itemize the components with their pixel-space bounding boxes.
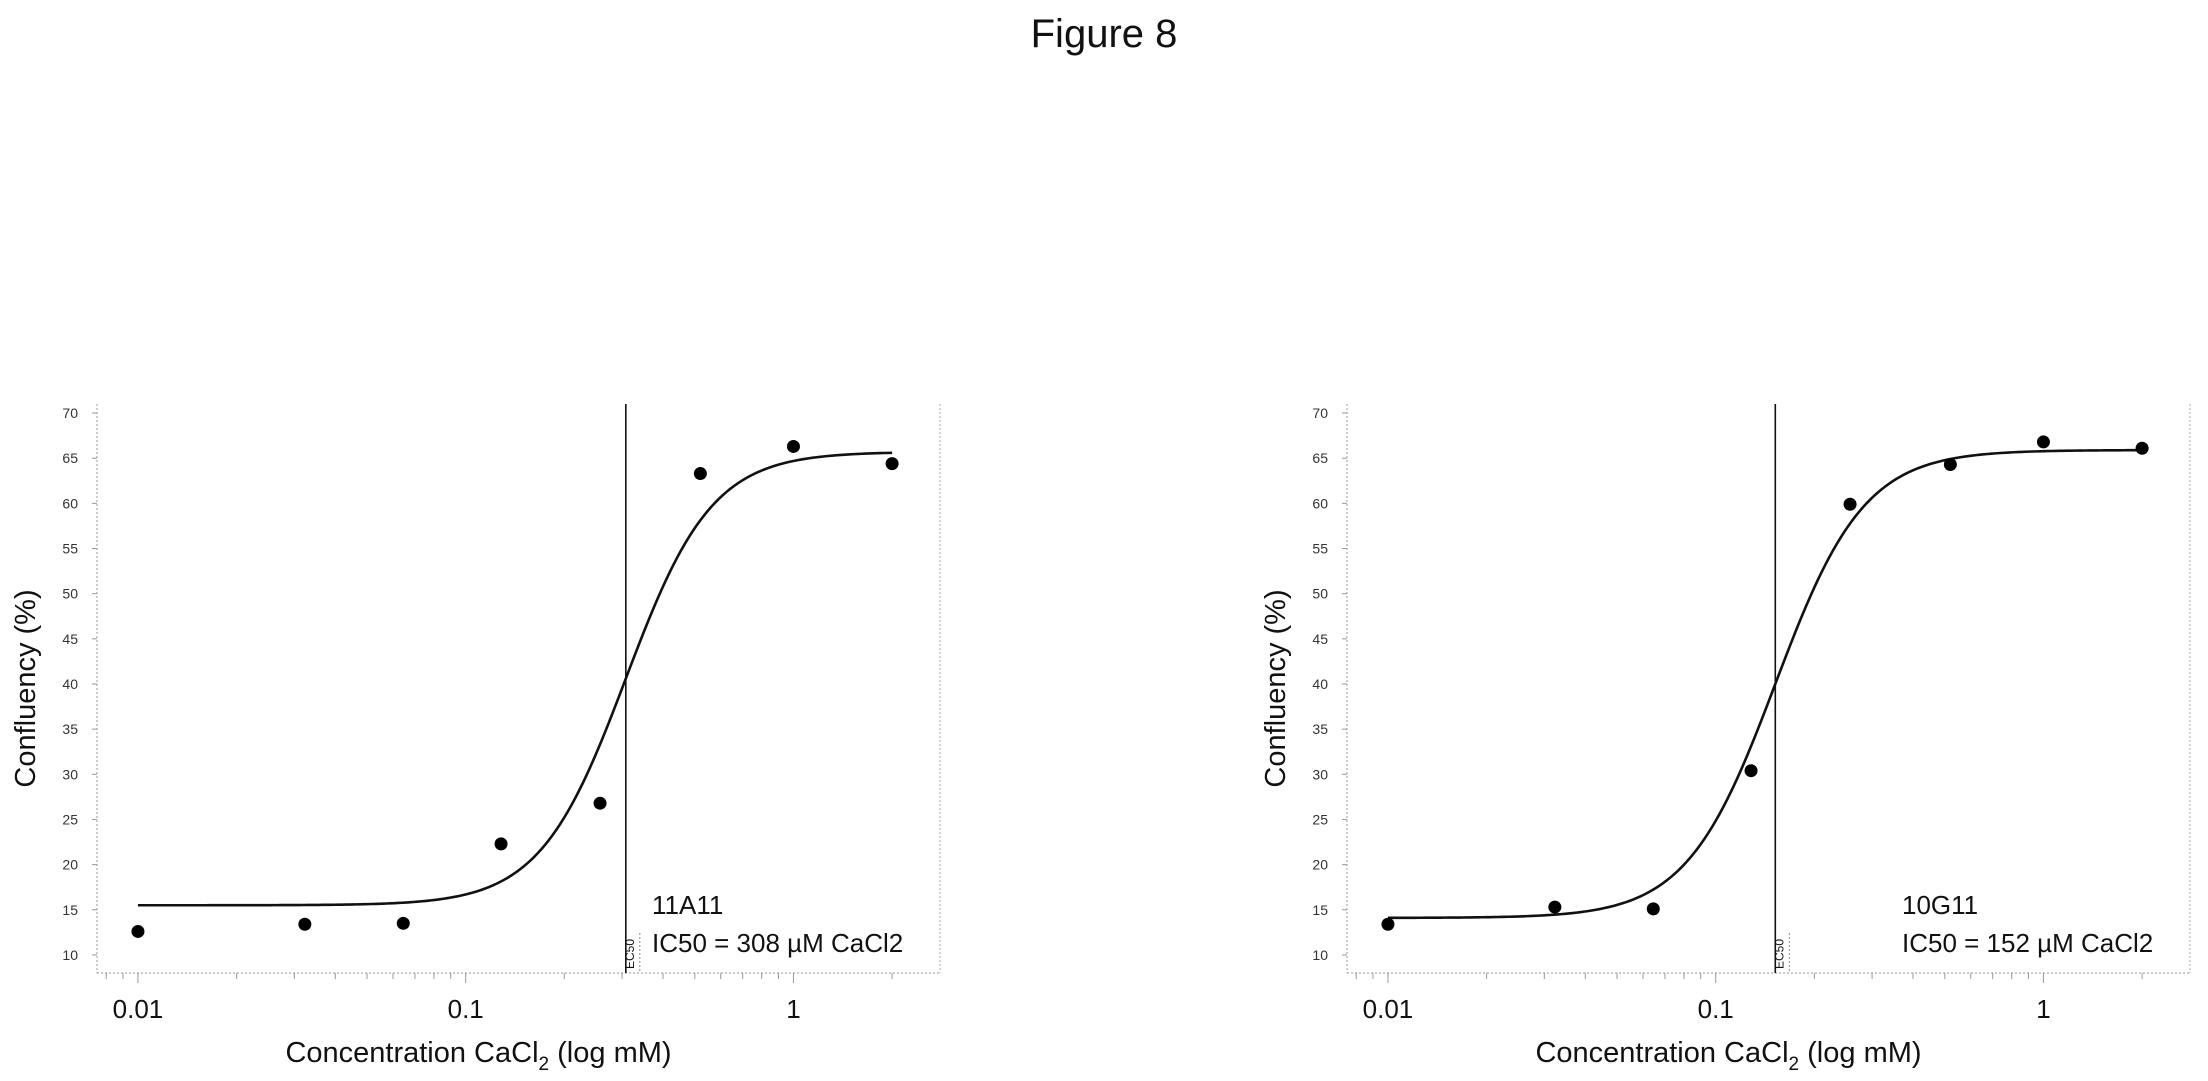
y-tick-label: 65 [1312, 450, 1328, 466]
y-tick-label: 65 [62, 450, 78, 466]
data-point [1548, 900, 1562, 914]
y-tick-label: 35 [1312, 721, 1328, 737]
data-point [2036, 435, 2050, 449]
y-tick-label: 55 [1312, 541, 1328, 557]
data-point [1646, 902, 1660, 916]
y-tick-label: 60 [1312, 495, 1328, 511]
y-tick-label: 30 [1312, 766, 1328, 782]
y-tick-label: 30 [62, 766, 78, 782]
x-tick-label: 0.1 [448, 994, 484, 1024]
data-point [1744, 764, 1758, 778]
y-tick-label: 25 [1312, 811, 1328, 827]
data-point [1843, 497, 1857, 511]
y-tick-label: 55 [62, 541, 78, 557]
annotation-sample-id: 11A11 [652, 890, 723, 920]
annotation-sample-id: 10G11 [1902, 890, 1978, 920]
y-tick-label: 50 [1312, 586, 1328, 602]
y-tick-label: 15 [1312, 902, 1328, 918]
data-point [494, 837, 508, 851]
fit-curve [1387, 448, 2143, 920]
data-point [2135, 441, 2149, 455]
y-tick-label: 40 [62, 676, 78, 692]
data-point [786, 439, 800, 453]
data-point [1381, 917, 1395, 931]
data-point [131, 924, 145, 938]
chart-11a11: 10 15 20 25 30 35 40 45 50 55 60 65 70 0.01 0.1 1 Concen… [10, 404, 941, 1075]
chart-10g11: 10 15 20 25 30 35 40 45 50 55 60 65 70 0.01 0.1 1 Concen… [1260, 404, 2191, 1075]
y-tick-label: 60 [62, 495, 78, 511]
x-tick-label: 0.01 [1363, 994, 1414, 1024]
data-point [593, 796, 607, 810]
y-tick-label: 20 [62, 857, 78, 873]
y-tick-label: 40 [1312, 676, 1328, 692]
y-tick-label: 20 [1312, 857, 1328, 873]
y-tick-label: 70 [62, 405, 78, 421]
y-tick-label: 10 [1312, 947, 1328, 963]
figure-title: Figure 8 [1030, 12, 1178, 56]
x-tick-label: 1 [786, 994, 800, 1024]
y-axis-label: Confluency (%) [1260, 589, 1292, 787]
data-point [1943, 458, 1957, 472]
y-tick-label: 25 [62, 811, 78, 827]
annotation-ic50: IC50 = 152 µM CaCl2 [1902, 928, 2153, 958]
ec50-label: EC50 [1772, 939, 1786, 969]
y-tick-label: 70 [1312, 405, 1328, 421]
y-tick-label: 45 [62, 631, 78, 647]
data-point [693, 467, 707, 481]
ec50-label: EC50 [623, 939, 637, 969]
y-axis-label: Confluency (%) [10, 589, 42, 787]
data-point [885, 457, 899, 471]
y-tick-label: 10 [62, 947, 78, 963]
y-tick-label: 15 [62, 902, 78, 918]
x-tick-label: 0.01 [113, 994, 164, 1024]
data-point [298, 917, 312, 931]
annotation-ic50: IC50 = 308 µM CaCl2 [652, 928, 903, 958]
x-tick-label: 1 [2036, 994, 2050, 1024]
data-point [396, 916, 410, 930]
fit-curve [137, 451, 893, 907]
x-axis-label: Concentration CaCl2 (log mM) [285, 1037, 671, 1075]
x-axis-label: Concentration CaCl2 (log mM) [1535, 1037, 1921, 1075]
y-tick-label: 35 [62, 721, 78, 737]
y-tick-label: 50 [62, 586, 78, 602]
y-tick-label: 45 [1312, 631, 1328, 647]
x-tick-label: 0.1 [1698, 994, 1734, 1024]
